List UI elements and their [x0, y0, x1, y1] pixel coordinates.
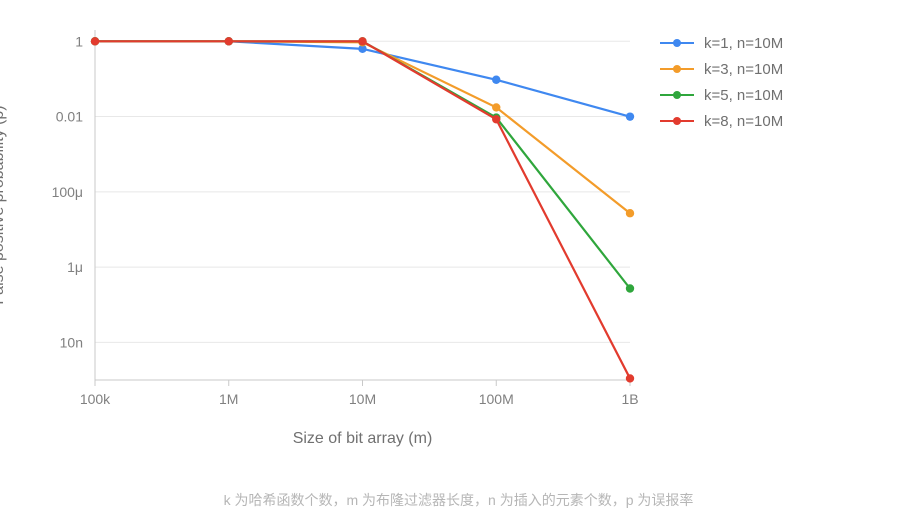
y-tick-label: 0.01	[56, 109, 83, 125]
y-tick-label: 1	[75, 33, 83, 49]
series-point	[492, 76, 500, 84]
x-axis-label: Size of bit array (m)	[95, 430, 630, 448]
series-point	[492, 103, 500, 111]
y-tick-label: 1μ	[67, 259, 83, 275]
legend-label: k=3, n=10M	[704, 61, 783, 78]
legend-item: k=3, n=10M	[660, 56, 783, 82]
legend-swatch	[660, 68, 694, 70]
series-point	[626, 374, 634, 382]
series-point	[492, 115, 500, 123]
x-tick-label: 100M	[479, 391, 514, 407]
plot-area: 10.01100μ1μ10n100k1M10M100M1B	[95, 30, 630, 380]
legend-swatch	[660, 94, 694, 96]
series-point	[358, 37, 366, 45]
x-tick-label: 100k	[80, 391, 111, 407]
legend-item: k=1, n=10M	[660, 30, 783, 56]
legend-label: k=5, n=10M	[704, 87, 783, 104]
series-line	[95, 41, 630, 378]
caption-text: k 为哈希函数个数，m 为布隆过滤器长度，n 为插入的元素个数，p 为误报率	[0, 490, 917, 510]
y-tick-label: 100μ	[52, 184, 83, 200]
plot-svg: 10.01100μ1μ10n100k1M10M100M1B	[95, 30, 630, 380]
y-axis-label: False positive probability (p)	[0, 105, 8, 304]
series-point	[626, 209, 634, 217]
legend: k=1, n=10M k=3, n=10M k=5, n=10M k=8, n=10M	[660, 30, 783, 134]
series-point	[626, 284, 634, 292]
series-line	[95, 41, 630, 288]
x-tick-label: 10M	[349, 391, 376, 407]
legend-item: k=5, n=10M	[660, 82, 783, 108]
legend-label: k=1, n=10M	[704, 35, 783, 52]
legend-item: k=8, n=10M	[660, 108, 783, 134]
legend-label: k=8, n=10M	[704, 113, 783, 130]
x-tick-label: 1B	[621, 391, 638, 407]
series-point	[626, 112, 634, 120]
x-tick-label: 1M	[219, 391, 238, 407]
chart-container: False positive probability (p) 10.01100μ…	[0, 0, 917, 526]
legend-swatch	[660, 42, 694, 44]
series-point	[91, 37, 99, 45]
y-tick-label: 10n	[60, 334, 83, 350]
series-point	[225, 37, 233, 45]
legend-swatch	[660, 120, 694, 122]
